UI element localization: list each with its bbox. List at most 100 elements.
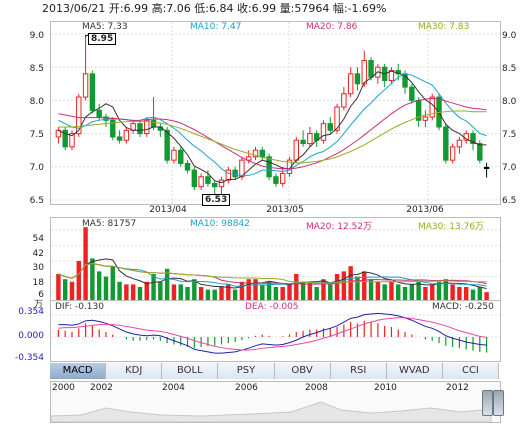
volume-bar: [137, 287, 143, 300]
tab-wvad[interactable]: WVAD: [386, 363, 443, 379]
volume-bar: [294, 274, 299, 300]
volume-bar: [130, 284, 136, 300]
volume-bar: [484, 292, 489, 300]
price-ytick-right: 8.0: [502, 97, 517, 107]
volume-ytick: 6: [38, 290, 44, 300]
macd-panel[interactable]: [50, 300, 501, 362]
macd-dif-line: [58, 312, 487, 354]
candle-body: [123, 129, 130, 141]
candle-body: [456, 139, 463, 148]
volume-bar: [96, 271, 102, 300]
price-ytick-left: 7.0: [29, 163, 44, 173]
volume-bar: [117, 281, 122, 300]
candle-body: [279, 172, 286, 184]
volume-legend-ma20: MA20: 12.52万: [306, 222, 373, 232]
indicator-tabs: MACD KDJ BOLL PSY OBV RSI WVAD CCI: [50, 363, 499, 379]
candle-body: [218, 179, 225, 188]
navigator-year: 2000: [52, 383, 75, 393]
candle-body: [178, 149, 184, 164]
candle-body: [334, 106, 340, 131]
navigator-year: 2006: [235, 383, 258, 393]
macd-legend-dea: DEA: -0.005: [245, 302, 299, 312]
price-legend-ma20: MA20: 7.86: [306, 22, 358, 32]
macd-ytick: -0.354: [14, 353, 44, 363]
tab-rsi[interactable]: RSI: [330, 363, 387, 379]
volume-bar: [232, 289, 238, 300]
navigator-year: 2008: [305, 383, 328, 393]
candle-body: [76, 96, 82, 135]
volume-bar: [280, 287, 285, 300]
volume-bar: [402, 287, 408, 300]
time-navigator[interactable]: [50, 381, 501, 423]
navigator-year: 2010: [374, 383, 397, 393]
volume-bar: [334, 274, 340, 300]
price-ytick-right: 7.0: [502, 163, 517, 173]
volume-ytick: 54: [32, 234, 44, 244]
tab-cci[interactable]: CCI: [442, 363, 499, 379]
volume-bar: [266, 281, 272, 300]
navigator-right-handle[interactable]: [493, 390, 504, 416]
volume-bar: [457, 287, 462, 300]
volume-bar: [470, 289, 476, 300]
ma-line-ma5: [58, 70, 487, 184]
volume-ytick: 30: [32, 263, 44, 273]
candle-body: [368, 60, 374, 78]
candle-body: [69, 133, 75, 148]
volume-bar: [307, 281, 313, 300]
tab-macd[interactable]: MACD: [50, 363, 107, 379]
volume-legend-ma5: MA5: 81757: [82, 219, 137, 229]
volume-bar: [368, 279, 374, 300]
volume-bar: [69, 281, 75, 300]
volume-bar: [430, 284, 435, 300]
candle-body: [82, 73, 89, 98]
macd-legend-dif: DIF: -0.130: [55, 302, 104, 312]
navigator-history-svg: [51, 401, 492, 422]
volume-bar: [62, 279, 68, 300]
volume-bar: [158, 281, 163, 300]
candle-body: [443, 126, 449, 161]
price-ytick-left: 7.5: [29, 130, 44, 140]
volume-bar: [375, 281, 381, 300]
candle-body: [116, 136, 123, 141]
volume-ma-line: [58, 258, 487, 290]
volume-bar: [56, 274, 61, 300]
tab-boll[interactable]: BOLL: [162, 363, 219, 379]
volume-bar: [260, 284, 265, 300]
navigator-year: 2004: [162, 383, 185, 393]
candle-body: [232, 169, 238, 178]
low-price-callout: 6.53: [202, 194, 231, 206]
tab-psy[interactable]: PSY: [218, 363, 275, 379]
volume-bar: [144, 281, 149, 300]
volume-bar: [76, 261, 81, 300]
candle-body: [198, 176, 204, 188]
volume-bar: [151, 274, 156, 300]
navigator-left-handle[interactable]: [482, 390, 493, 416]
candle-body: [89, 73, 96, 111]
candle-body: [307, 133, 313, 145]
candle-body: [300, 139, 306, 145]
volume-bar: [416, 281, 421, 300]
candle-body: [388, 70, 395, 81]
volume-panel[interactable]: [50, 217, 501, 301]
volume-bar: [205, 289, 211, 300]
price-panel[interactable]: [50, 21, 501, 205]
tab-kdj[interactable]: KDJ: [106, 363, 163, 379]
candle-body: [184, 162, 191, 171]
volume-ma-line: [58, 263, 487, 284]
price-xtick: 2013/06: [406, 205, 444, 215]
candle-body: [205, 176, 211, 184]
price-legend-ma30: MA30: 7.83: [418, 22, 470, 32]
volume-bar: [164, 268, 170, 300]
volume-bar: [110, 266, 115, 300]
price-ytick-left: 8.0: [29, 97, 44, 107]
volume-bar: [423, 287, 428, 300]
volume-bar: [219, 287, 224, 300]
volume-bar: [171, 284, 177, 300]
candle-body: [137, 123, 143, 135]
tab-obv[interactable]: OBV: [274, 363, 331, 379]
volume-bar: [409, 284, 415, 300]
navigator-year: 2012: [446, 383, 469, 393]
candle-body: [470, 133, 476, 145]
volume-bar: [396, 284, 401, 300]
price-xtick: 2013/04: [149, 205, 187, 215]
